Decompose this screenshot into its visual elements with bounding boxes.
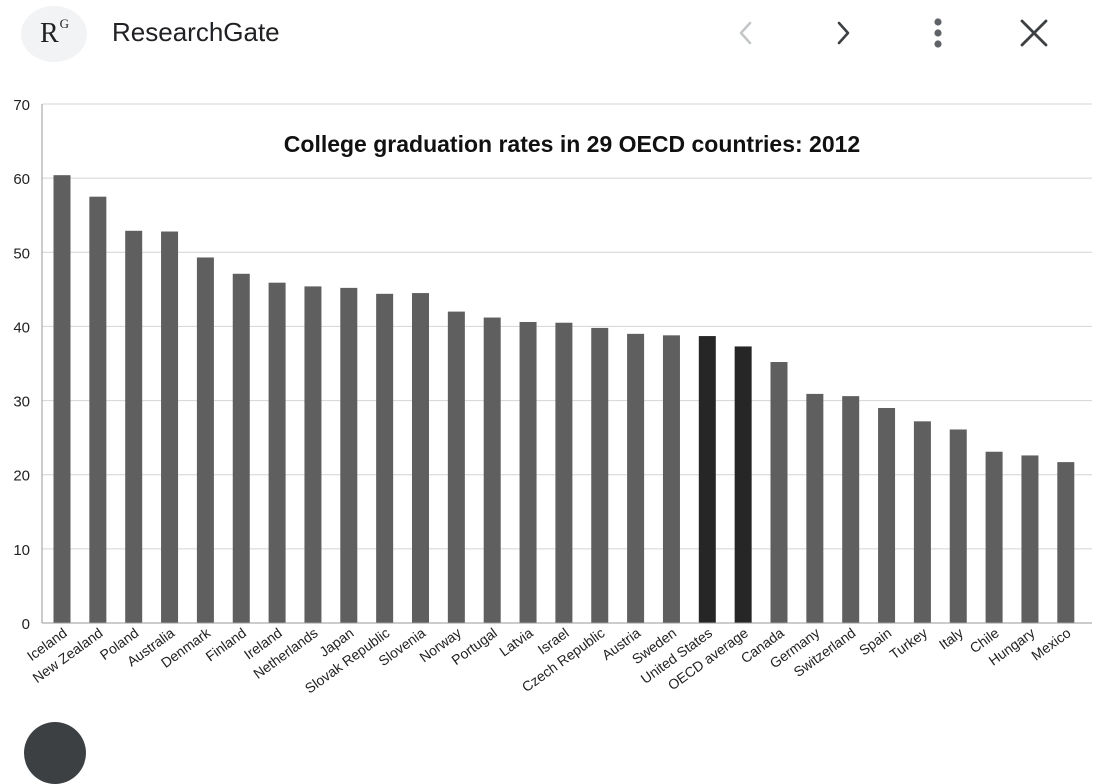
bar-israel [555, 322, 573, 623]
bar-germany [806, 393, 824, 623]
bars [53, 175, 1075, 624]
back-button[interactable] [721, 8, 771, 58]
bar-spain [878, 407, 896, 623]
chevron-left-icon [739, 21, 752, 45]
bar-slovenia [412, 293, 429, 623]
logo-superscript: G [59, 16, 70, 31]
close-icon [1020, 19, 1048, 47]
y-tick-label: 50 [13, 245, 30, 262]
bar-poland [125, 230, 143, 623]
y-axis-ticks: 0 10 20 30 40 50 60 70 [13, 97, 30, 633]
bar-chile [985, 451, 1003, 623]
bar-netherlands [304, 286, 322, 623]
bar-portugal [483, 317, 501, 623]
bar-czech-republic [591, 327, 609, 623]
chart-title: College graduation rates in 29 OECD coun… [284, 131, 860, 157]
avatar[interactable] [24, 722, 86, 784]
x-tick-label: Finland [202, 624, 249, 664]
bar-finland [232, 273, 250, 623]
y-tick-label: 60 [13, 171, 30, 188]
y-tick-label: 0 [22, 616, 30, 633]
chart-container: 0 10 20 30 40 50 60 70 Iceland New Zealand Poland… [0, 66, 1106, 738]
bar-ireland [268, 282, 286, 623]
chevron-right-icon [837, 21, 850, 45]
bar-iceland [53, 175, 71, 624]
bar-norway [447, 311, 465, 623]
y-tick-label: 20 [13, 468, 30, 485]
y-tick-label: 70 [13, 97, 30, 114]
bar-sweden [662, 335, 680, 623]
bar-slovak-republic [376, 293, 394, 623]
bar-oecd-average [734, 346, 752, 623]
bar-austria [627, 333, 645, 623]
bar-australia [161, 231, 179, 624]
bar-new-zealand [89, 196, 107, 623]
bar-united-states [698, 336, 716, 623]
bar-mexico [1057, 462, 1075, 623]
bar-latvia [519, 321, 537, 623]
bar-italy [949, 429, 967, 623]
more-options-button[interactable] [913, 8, 963, 58]
y-tick-label: 10 [13, 542, 30, 559]
bar-japan [340, 287, 358, 623]
site-name[interactable]: ResearchGate [112, 17, 280, 47]
x-tick-label: Mexico [1028, 624, 1073, 663]
bar-switzerland [842, 396, 860, 623]
more-vert-icon [934, 18, 942, 48]
bar-turkey [913, 421, 931, 623]
bar-denmark [196, 257, 214, 623]
bar-hungary [1021, 455, 1039, 623]
x-tick-label: Turkey [887, 624, 931, 662]
logo-letter: R [39, 18, 59, 49]
x-tick-label: Latvia [496, 624, 536, 659]
x-tick-label: Italy [936, 624, 966, 652]
y-tick-label: 40 [13, 319, 30, 336]
bar-canada [770, 362, 788, 623]
y-tick-label: 30 [13, 394, 30, 411]
close-button[interactable] [1009, 8, 1059, 58]
forward-button[interactable] [818, 8, 868, 58]
